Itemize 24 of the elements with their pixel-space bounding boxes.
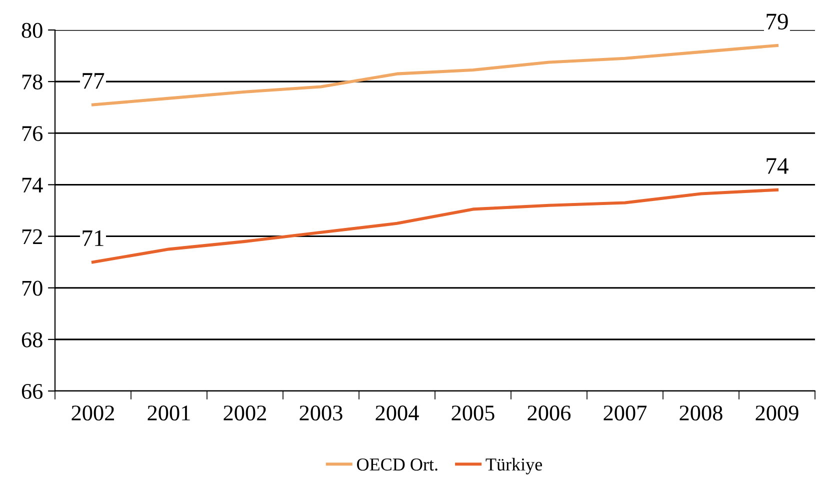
x-tick-label: 2003	[300, 406, 342, 421]
legend-label: Türkiye	[486, 458, 542, 474]
data-label: 74	[766, 158, 788, 174]
y-tick-label: 80	[22, 22, 42, 38]
x-tick-label: 2002	[224, 406, 266, 421]
x-tick-label: 2008	[680, 406, 722, 421]
y-tick-label: 78	[22, 74, 42, 90]
x-tick-label: 2006	[528, 406, 571, 421]
data-label: 77	[82, 73, 104, 89]
y-tick-label: 68	[22, 332, 42, 348]
x-tick-label: 2005	[452, 406, 494, 421]
data-label: 71	[82, 230, 104, 246]
data-label: 79	[766, 14, 788, 30]
y-tick-label: 70	[22, 280, 42, 296]
x-tick-label: 2004	[376, 406, 419, 421]
x-tick-label: 2007	[604, 406, 647, 421]
x-tick-label: 2001	[148, 406, 190, 421]
y-tick-label: 74	[22, 178, 43, 192]
x-tick-label: 2009	[756, 406, 798, 421]
y-tick-label: 72	[22, 229, 42, 244]
x-tick-label: 2002	[72, 406, 114, 421]
y-tick-label: 66	[22, 384, 43, 399]
y-tick-label: 76	[22, 126, 43, 142]
legend-label: OECD Ort.	[357, 458, 438, 471]
